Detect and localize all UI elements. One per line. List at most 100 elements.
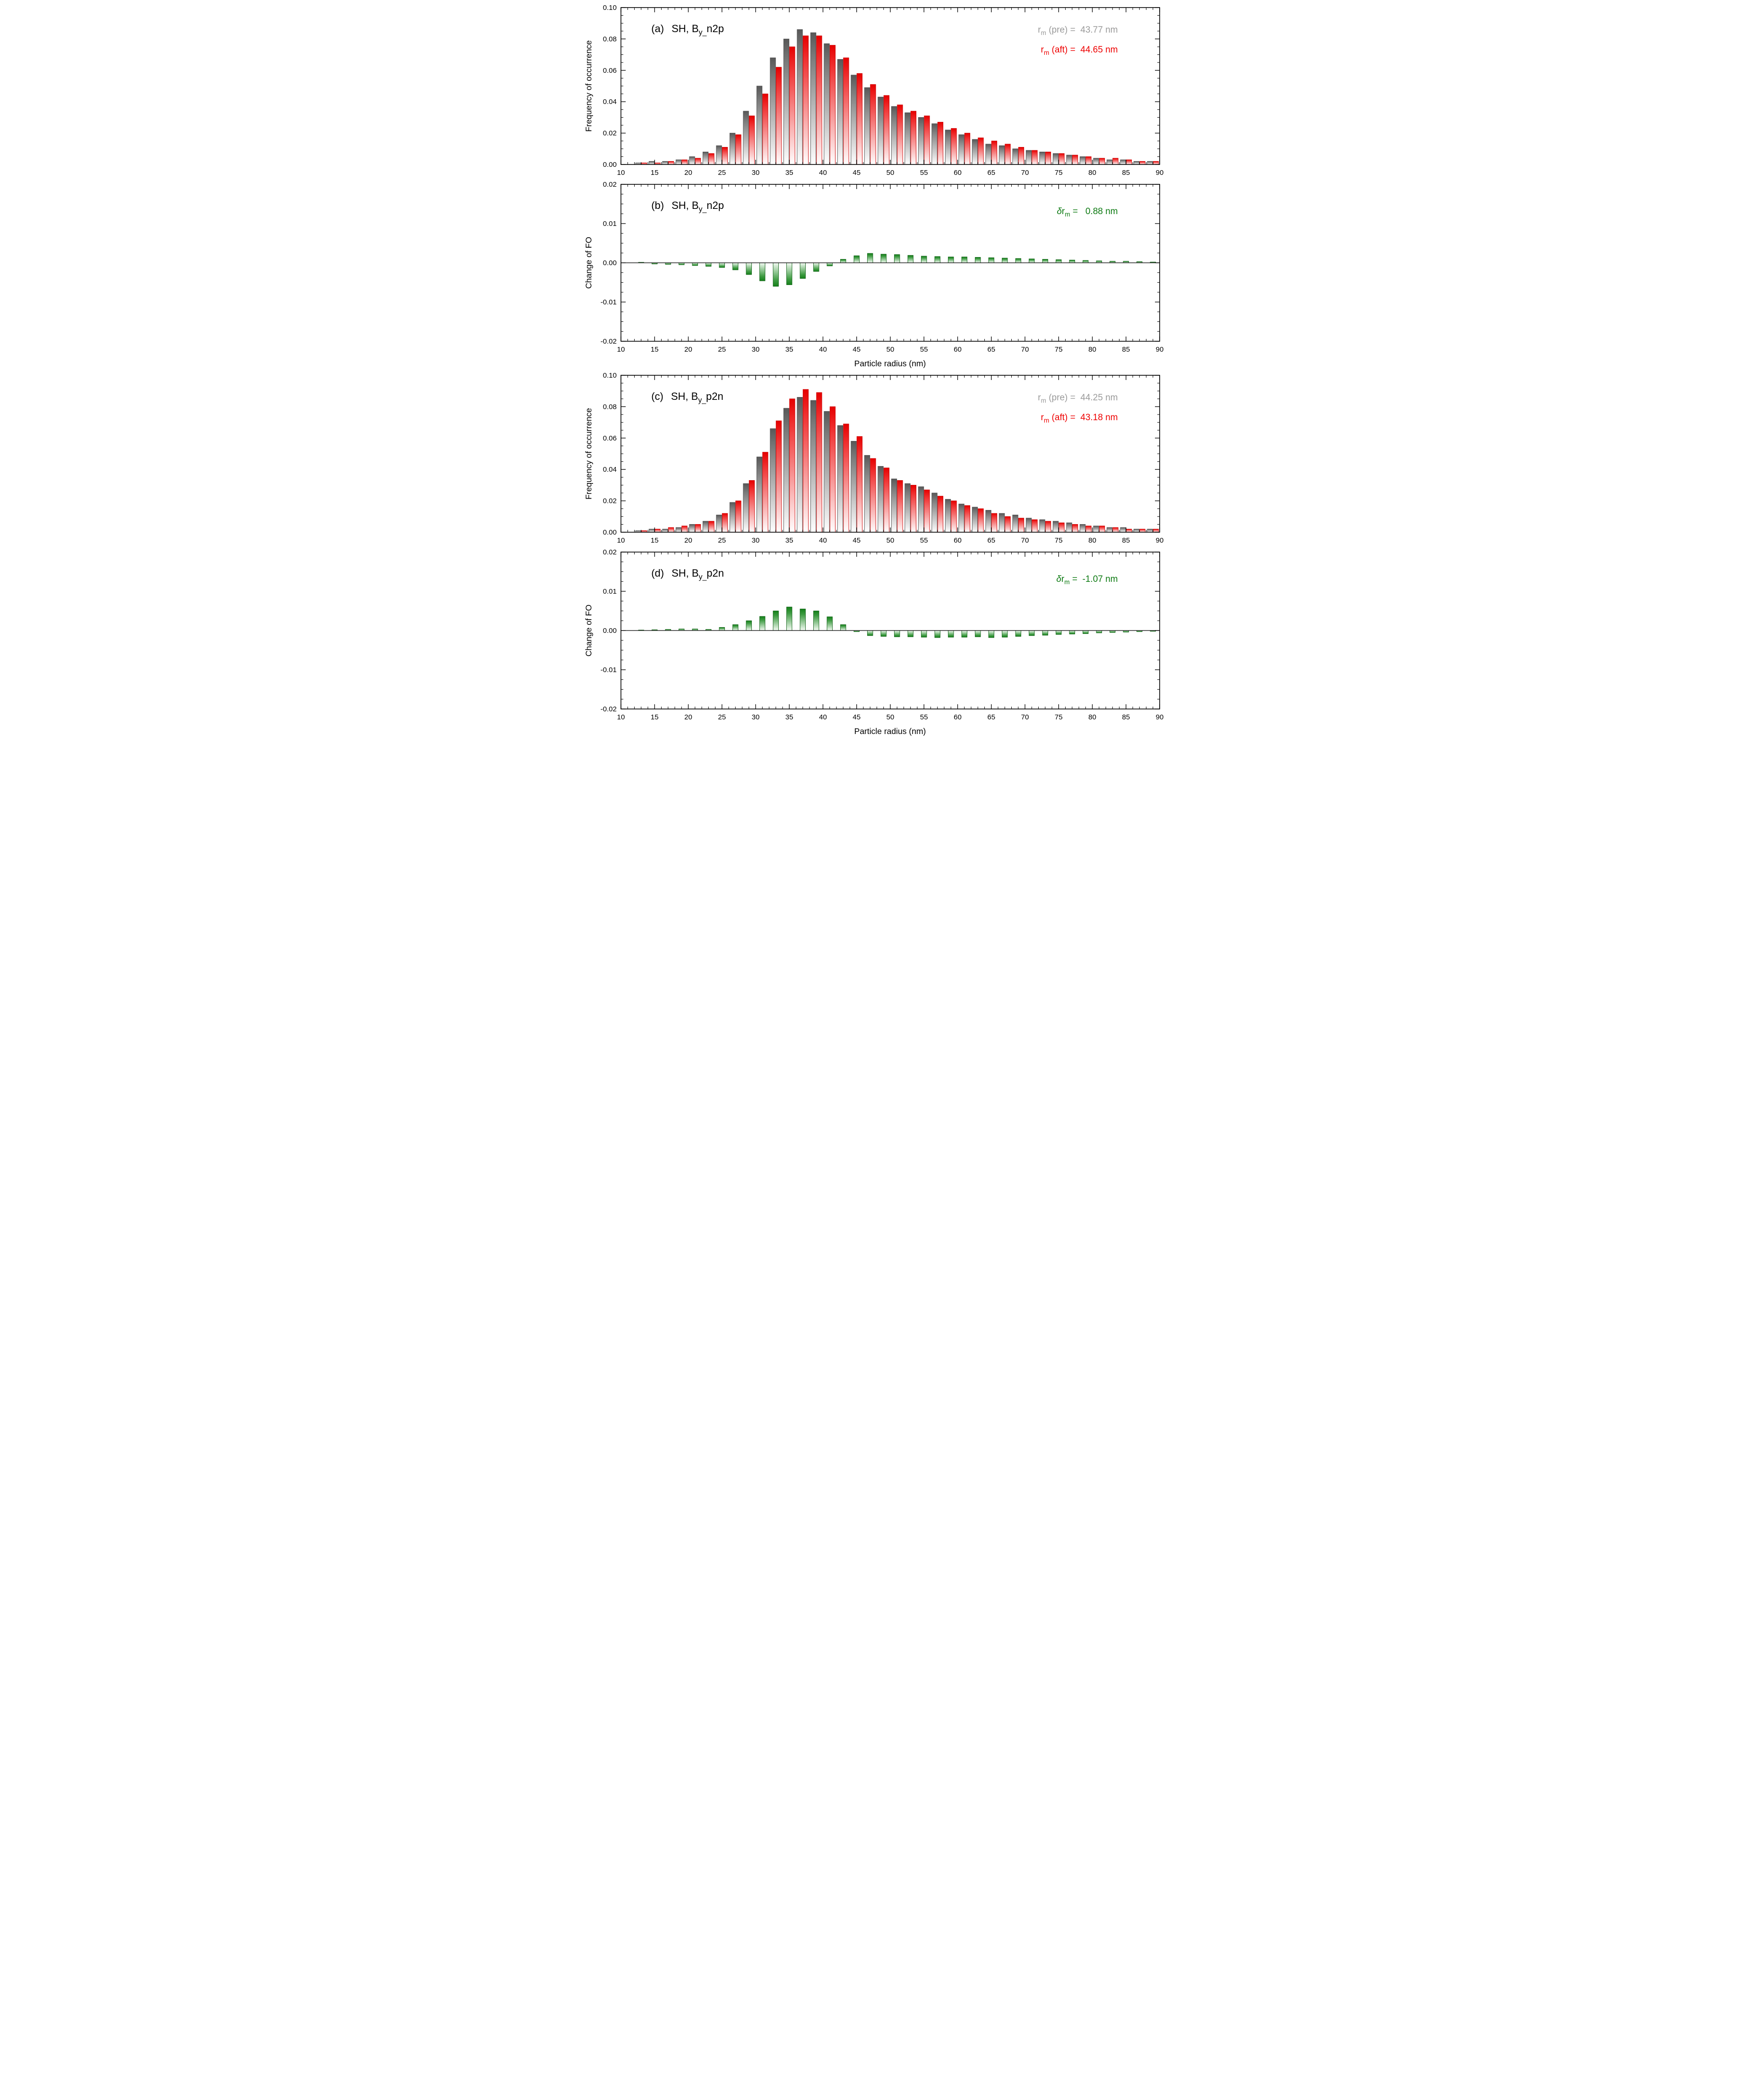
y-tick-label: 0.01 [603,588,616,596]
bars-aft [641,35,1159,165]
x-axis-title-b: Particle radius (nm) [854,359,926,368]
x-tick-label: 15 [650,346,658,354]
x-tick-label: 40 [819,536,827,544]
x-tick-label: 75 [1054,536,1062,544]
y-tick-label: 0.02 [603,497,616,505]
panel-title-d: (d) SH, By_p2n [634,555,724,594]
delta-rm-value: 0.88 nm [1085,207,1118,216]
annotation-block-b: δrm = 0.88 nm [1057,203,1118,223]
x-tick-label: 90 [1155,346,1163,354]
y-tick-label: 0.00 [603,528,616,536]
x-tick-label: 20 [684,346,692,354]
x-tick-label: 15 [650,536,658,544]
x-tick-label: 75 [1054,713,1062,721]
y-tick-label: 0.04 [603,466,616,474]
x-tick-label: 40 [819,713,827,721]
bars-pre [635,29,1153,165]
rm-pre-annotation: rm (pre) = 43.77 nm [1038,25,1118,36]
y-tick-label: 0.06 [603,434,616,442]
panel-title-rest: p2n [706,567,724,579]
x-tick-label: 35 [785,713,793,721]
y-tick-label: 0.02 [603,181,616,189]
rm-pre-value: 44.25 nm [1080,393,1118,403]
x-tick-label: 10 [617,169,625,177]
x-tick-label: 85 [1122,169,1130,177]
x-tick-label: 85 [1122,346,1130,354]
y-tick-label: 0.10 [603,4,616,12]
bars-delta [638,253,1156,287]
x-axis-title-d: Particle radius (nm) [854,726,926,736]
x-tick-label: 25 [718,536,726,544]
annotation-block-c: rm (pre) = 44.25 nm rm (aft) = 43.18 nm [1038,389,1118,429]
panel-a: 10 15 20 25 30 35 40 45 50 55 60 65 70 75 80 85 90 0.00 0.… [581,3,1167,180]
panel-title-text: SH, B [671,390,698,402]
rm-aft-annotation: rm (aft) = 44.65 nm [1041,44,1118,56]
x-tick-label: 35 [785,536,793,544]
x-tick-label: 45 [852,536,861,544]
x-tick-label: 90 [1155,536,1163,544]
x-tick-label: 50 [886,346,894,354]
panel-title-a: (a) SH, By_n2p [634,10,724,49]
x-tick-label: 70 [1021,169,1029,177]
x-tick-label: 65 [987,169,995,177]
panel-title-subscript: y_ [698,28,707,37]
x-tick-label: 60 [954,536,962,544]
panel-title-rest: p2n [706,390,723,402]
x-tick-label: 40 [819,346,827,354]
y-tick-label: -0.02 [600,705,616,713]
delta-plot-b: 10 15 20 25 30 35 40 45 50 55 60 65 70 75 80 85 90 -0.02 -… [600,181,1163,354]
x-tick-label: 30 [751,346,759,354]
y-axis-title-d: Change of FO [584,605,593,657]
x-tick-label: 20 [684,536,692,544]
x-tick-label: 50 [886,169,894,177]
panel-title-text: SH, B [672,567,699,579]
annotation-block-a: rm (pre) = 43.77 nm rm (aft) = 44.65 nm [1038,22,1118,61]
x-tick-label: 75 [1054,346,1062,354]
delta-rm-annotation: δrm = -1.07 nm [1056,574,1118,586]
panel-title-text: SH, B [672,199,699,211]
panel-title-subscript: y_ [698,396,706,405]
four-panel-figure: 10 15 20 25 30 35 40 45 50 55 60 65 70 75 80 85 90 0.00 0.… [581,0,1167,743]
panel-letter: (a) [651,23,664,35]
x-tick-label: 10 [617,346,625,354]
panel-title-subscript: y_ [698,573,707,581]
x-tick-label: 20 [684,169,692,177]
y-tick-label: -0.01 [600,298,616,306]
x-tick-label: 65 [987,346,995,354]
x-tick-label: 80 [1088,169,1096,177]
x-tick-label: 10 [617,536,625,544]
x-tick-label: 30 [751,169,759,177]
x-tick-label: 55 [920,536,928,544]
panel-letter: (b) [651,199,664,211]
x-tick-label: 10 [617,713,625,721]
panel-title-text: SH, B [672,23,699,35]
y-tick-label: 0.00 [603,161,616,169]
x-tick-label: 70 [1021,536,1029,544]
rm-pre-value: 43.77 nm [1080,25,1118,35]
x-tick-label: 90 [1155,713,1163,721]
x-tick-label: 15 [650,169,658,177]
y-tick-label: 0.10 [603,372,616,380]
x-tick-label: 30 [751,536,759,544]
x-tick-label: 25 [718,169,726,177]
histogram-plot-c: 10 15 20 25 30 35 40 45 50 55 60 65 70 75 80 85 90 0.00 0.… [603,372,1163,544]
x-tick-label: 40 [819,169,827,177]
panel-title-c: (c) SH, By_p2n [634,378,723,417]
x-tick-label: 25 [718,713,726,721]
annotation-block-d: δrm = -1.07 nm [1056,571,1118,591]
x-tick-label: 50 [886,713,894,721]
panel-b: 10 15 20 25 30 35 40 45 50 55 60 65 70 75 80 85 90 -0.02 -… [581,180,1167,371]
y-axis-title-c: Frequency of occurrence [584,408,593,500]
y-tick-label: -0.02 [600,337,616,346]
x-tick-label: 65 [987,536,995,544]
bars-pre [635,397,1153,533]
x-tick-label: 80 [1088,536,1096,544]
x-tick-label: 70 [1021,713,1029,721]
delta-rm-value: -1.07 nm [1082,574,1118,584]
y-tick-label: 0.06 [603,67,616,75]
y-tick-label: 0.00 [603,259,616,267]
y-tick-label: 0.02 [603,130,616,138]
panel-letter: (d) [651,567,664,579]
rm-pre-annotation: rm (pre) = 44.25 nm [1038,393,1118,404]
delta-plot-d: 10 15 20 25 30 35 40 45 50 55 60 65 70 75 80 85 90 -0.02 -… [600,548,1163,721]
